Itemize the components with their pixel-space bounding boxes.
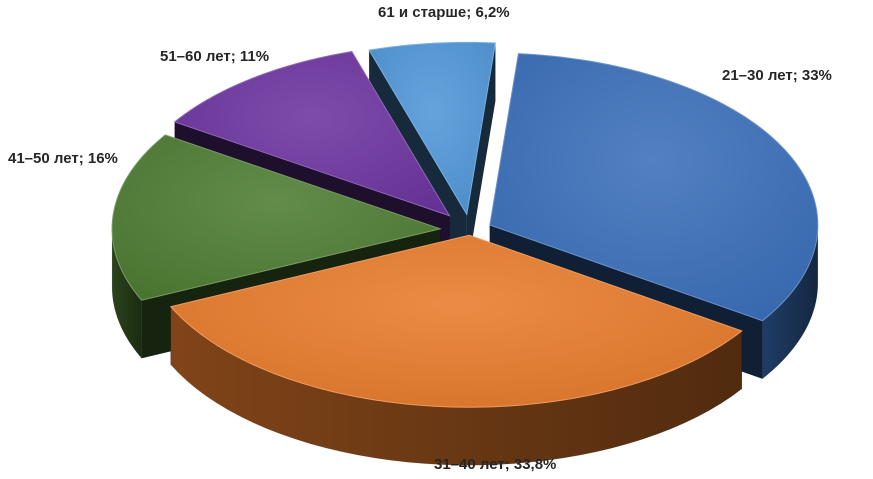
data-label-1: 21–30 лет; 33% xyxy=(722,67,832,84)
pie-slice-2 xyxy=(169,234,743,408)
data-label-5: 61 и старше; 6,2% xyxy=(378,4,510,21)
pie-slice-4 xyxy=(173,51,451,217)
pie-slice-tops xyxy=(111,41,819,408)
data-label-4: 51–60 лет; 11% xyxy=(160,48,269,65)
pie-slice-3 xyxy=(111,134,442,301)
pie-slice-1 xyxy=(489,53,819,322)
pie-slice-labels: 21–30 лет; 33% 31–40 лет; 33,8% 41–50 лет;… xyxy=(8,4,832,473)
data-label-2: 31–40 лет; 33,8% xyxy=(434,456,556,473)
pie-slice-5 xyxy=(368,41,496,216)
data-label-3: 41–50 лет; 16% xyxy=(8,150,118,167)
